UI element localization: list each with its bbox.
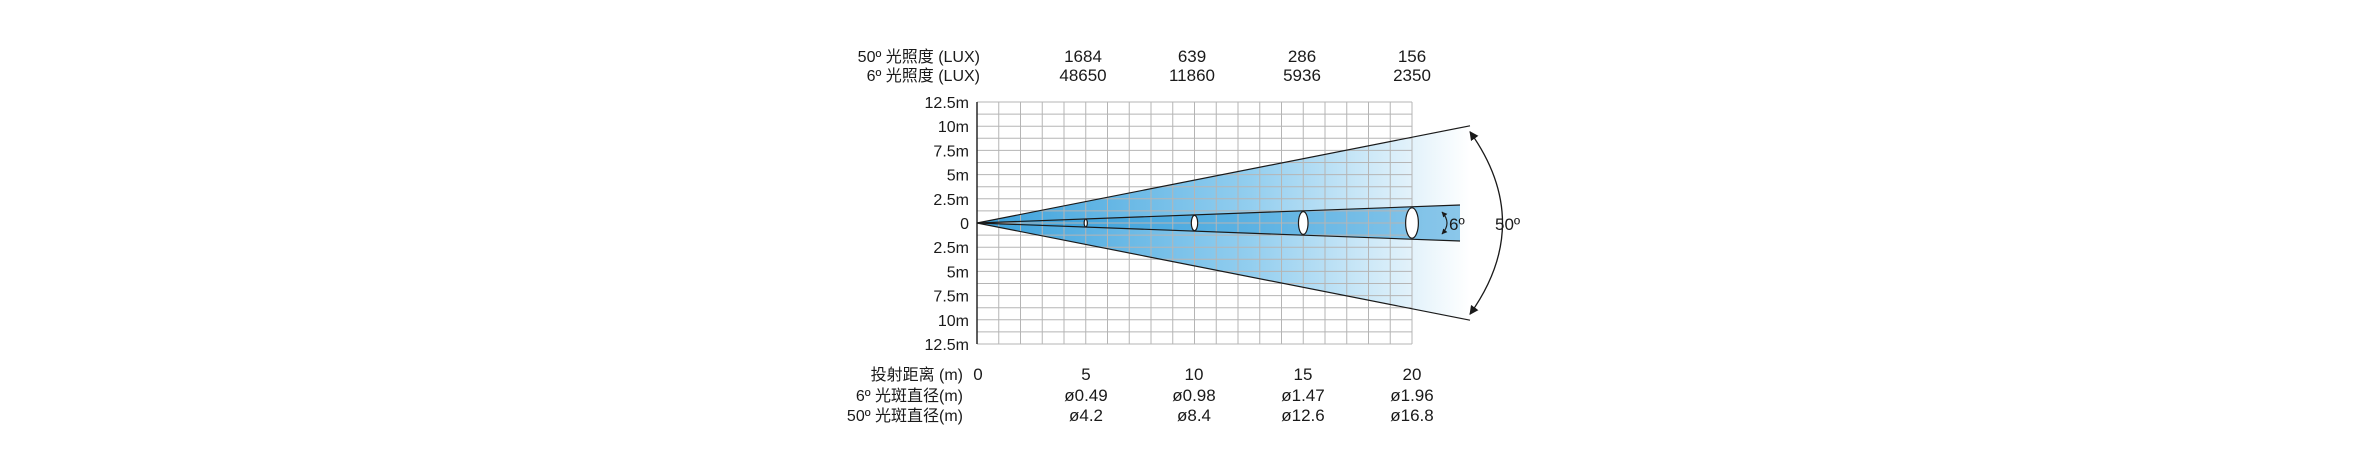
footer-table: 投射距离 (m) 6º 光斑直径(m) 50º 光斑直径(m) 0 5 10 1… [847,365,1434,425]
y-axis-label: 10m [938,119,969,136]
header-table: 50º 光照度 (LUX) 6º 光照度 (LUX) 1684 639 286 … [858,47,1431,85]
narrow-angle-label: 6º [1449,215,1465,234]
footer-label-distance: 投射距离 (m) [871,366,963,384]
wide-beam-lower-edge [976,222,1471,321]
distance-15: 15 [1294,365,1313,384]
lux-6deg-20m: 2350 [1393,66,1431,85]
diameter-6deg-10m: ø0.98 [1172,386,1215,405]
lux-50deg-15m: 286 [1288,47,1316,66]
wide-angle-label: 50º [1495,215,1520,234]
spot-ellipse [1190,214,1199,232]
y-axis-label: 12.5m [925,337,969,354]
distance-10: 10 [1185,365,1204,384]
lux-50deg-5m: 1684 [1064,47,1102,66]
narrow-angle-arc [1441,211,1448,235]
distance-5: 5 [1081,365,1090,384]
distance-20: 20 [1403,365,1422,384]
diameter-6deg-15m: ø1.47 [1281,386,1324,405]
lux-50deg-20m: 156 [1398,47,1426,66]
lux-50deg-10m: 639 [1178,47,1206,66]
y-axis-label: 5m [947,168,969,185]
y-axis-label: 7.5m [933,143,969,160]
y-axis-label: 5m [947,264,969,281]
narrow-beam-upper-edge [976,204,1461,224]
diameter-50deg-20m: ø16.8 [1390,406,1433,425]
diameter-6deg-20m: ø1.96 [1390,386,1433,405]
angle-indicators [1441,131,1504,315]
header-label-50deg-lux: 50º 光照度 (LUX) [858,48,980,66]
footer-label-50deg-diameter: 50º 光斑直径(m) [847,407,963,425]
narrow-beam-lower-edge [976,222,1461,242]
diameter-6deg-5m: ø0.49 [1064,386,1107,405]
spot-ellipses [1083,207,1419,239]
header-label-6deg-lux: 6º 光照度 (LUX) [867,67,980,85]
y-axis-labels: 12.5m 10m 7.5m 5m 2.5m 0 2.5m 5m 7.5m 10m 12.5m [925,95,970,354]
y-axis-label: 12.5m [925,95,969,112]
spot-ellipse [1083,218,1088,228]
spot-ellipse [1405,207,1419,239]
y-axis-label: 2.5m [933,192,969,209]
diameter-50deg-10m: ø8.4 [1177,406,1211,425]
lux-6deg-15m: 5936 [1283,66,1321,85]
diameter-50deg-5m: ø4.2 [1069,406,1103,425]
footer-label-6deg-diameter: 6º 光斑直径(m) [856,387,963,405]
spot-ellipse [1297,211,1309,235]
wide-beam-upper-edge [976,125,1471,224]
lux-6deg-10m: 11860 [1169,66,1215,85]
y-axis-label: 10m [938,313,969,330]
y-axis-label: 2.5m [933,240,969,257]
beam-outlines [976,102,1471,344]
y-axis-label: 7.5m [933,289,969,306]
distance-0: 0 [973,365,982,384]
lux-6deg-5m: 48650 [1059,66,1106,85]
y-axis-label: 0 [960,216,969,233]
diameter-50deg-15m: ø12.6 [1281,406,1324,425]
wide-angle-arc [1469,131,1504,315]
